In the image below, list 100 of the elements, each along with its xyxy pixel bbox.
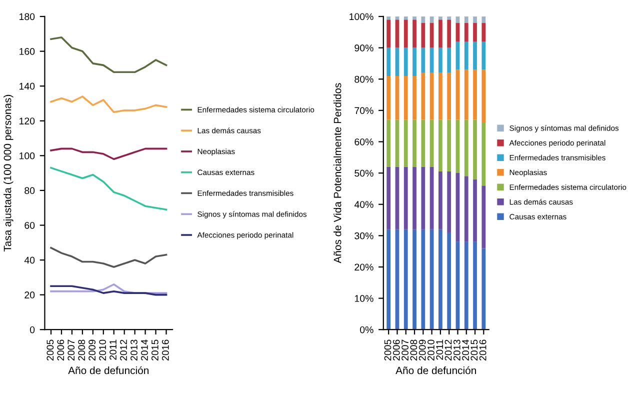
bar [421, 166, 426, 230]
y-tick-label: 50% [354, 170, 374, 177]
bar [464, 176, 468, 242]
x-tick-label: 2010 [99, 340, 106, 360]
line-series [50, 36, 168, 74]
y-tick-label: 80% [354, 76, 374, 83]
y-axis-title: Años de Vida Potencialmente Perdidos [334, 83, 342, 264]
bar [447, 20, 452, 48]
x-tick-label: 2015 [151, 340, 158, 360]
bar [386, 76, 391, 120]
y-tick-label: 0% [360, 326, 374, 334]
bar [404, 166, 408, 230]
y-tick-label: 140 [20, 82, 35, 90]
x-tick-label: 2007 [402, 340, 408, 360]
y-tick-label: 60% [354, 138, 374, 146]
bar [473, 120, 477, 180]
bar [395, 76, 400, 120]
bar [447, 232, 452, 330]
bar [438, 229, 442, 330]
bar [395, 166, 400, 230]
y-tick-label: 100% [350, 13, 374, 20]
bar [386, 120, 391, 167]
bar [438, 120, 442, 172]
bar [473, 42, 477, 70]
y-tick-label: 20 [24, 292, 35, 298]
x-tick-label: 2012 [120, 340, 127, 360]
bar [447, 48, 452, 73]
bar [421, 48, 426, 73]
bar [386, 166, 391, 230]
x-tick-label: 2016 [479, 340, 486, 360]
bar [456, 173, 460, 242]
bar [456, 120, 460, 174]
bar [473, 179, 477, 242]
line-series [50, 96, 168, 114]
line-series [50, 246, 168, 268]
y-axis-title: Tasa ajustada (100 000 personas) [4, 94, 14, 252]
y-tick-label: 60 [24, 222, 35, 229]
y-tick-label: 180 [20, 13, 35, 20]
bar [482, 42, 486, 70]
bar [386, 229, 391, 330]
bar [473, 22, 477, 42]
bar [464, 120, 468, 176]
y-tick-label: 80 [24, 187, 35, 194]
x-tick-label: 2006 [57, 340, 64, 360]
bar [482, 122, 486, 186]
bar [412, 16, 416, 20]
x-tick-label: 2014 [141, 340, 148, 360]
bar [430, 166, 434, 230]
bar [404, 76, 408, 120]
bar [386, 20, 391, 48]
y-tick-label: 40 [24, 256, 35, 264]
bar [430, 120, 434, 167]
x-tick-label: 2015 [470, 340, 478, 360]
bar [482, 22, 486, 42]
bar [412, 166, 416, 230]
bar [395, 20, 400, 48]
x-tick-label: 2010 [428, 340, 434, 360]
bar [438, 72, 442, 120]
bar [473, 242, 477, 330]
bar [412, 48, 416, 76]
bar [421, 72, 426, 120]
bar [386, 16, 391, 20]
bar [473, 70, 477, 120]
bar [386, 48, 391, 76]
bar [482, 186, 486, 248]
bar [447, 120, 452, 172]
bar [447, 171, 452, 233]
x-tick-label: 2009 [88, 340, 96, 360]
bar [464, 242, 468, 330]
y-tick-label: 90% [354, 44, 374, 52]
line-series [50, 148, 168, 160]
x-tick-label: 2012 [444, 340, 452, 360]
y-tick-label: 160 [20, 48, 35, 55]
bar [421, 120, 426, 167]
x-tick-label: 2011 [110, 340, 116, 360]
y-tick-label: 0 [30, 326, 35, 334]
bar [404, 120, 408, 167]
x-axis-title: Año de defunción [68, 366, 148, 374]
bar [430, 48, 434, 73]
bar [447, 16, 452, 20]
bar [412, 76, 416, 120]
x-tick-label: 2008 [410, 340, 418, 360]
bar [464, 70, 468, 120]
y-tick-label: 120 [20, 118, 35, 124]
bar [482, 16, 486, 23]
x-tick-label: 2007 [68, 340, 75, 360]
y-tick-label: 20% [354, 264, 374, 271]
bar [438, 20, 442, 48]
x-tick-label: 2016 [162, 340, 169, 360]
y-tick-label: 40% [354, 201, 374, 208]
bar [412, 20, 416, 48]
y-tick-label: 10% [354, 295, 374, 302]
bar [430, 22, 434, 48]
bar [412, 229, 416, 330]
x-tick-label: 2005 [46, 340, 54, 360]
bar [456, 22, 460, 42]
bar [404, 20, 408, 48]
bar [464, 22, 468, 42]
bar [438, 48, 442, 73]
bar [456, 70, 460, 120]
